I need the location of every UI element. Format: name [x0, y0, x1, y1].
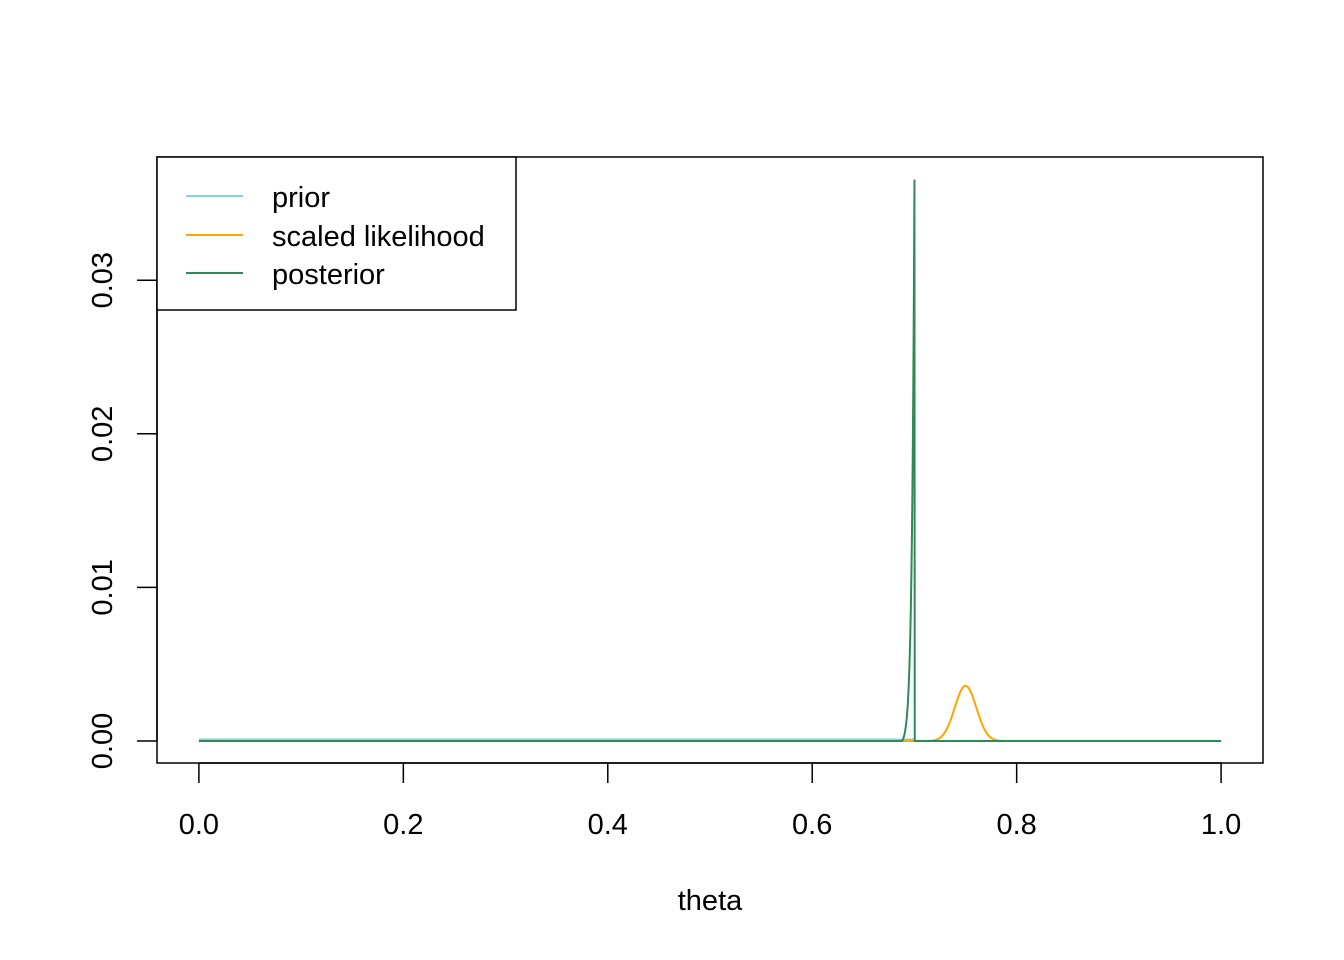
x-tick-label: 0.4 [588, 809, 628, 841]
series-line-posterior [198, 179, 1222, 742]
x-tick-label: 1.0 [1201, 809, 1241, 841]
y-tick-label: 0.02 [87, 406, 119, 462]
y-tick-label: 0.00 [87, 713, 119, 769]
x-tick-label: 0.8 [996, 809, 1036, 841]
legend-label-scaled-likelihood: scaled likelihood [272, 221, 485, 253]
series-line-scaled-likelihood [198, 684, 1222, 742]
legend-label-posterior: posterior [272, 259, 385, 291]
series-layer [198, 179, 1222, 742]
x-tick-label: 0.2 [383, 809, 423, 841]
x-tick-label: 0.0 [179, 809, 219, 841]
x-axis: 0.0 0.2 0.4 0.6 0.8 1.0 [179, 762, 1241, 841]
legend-label-prior: prior [272, 182, 330, 214]
legend: prior scaled likelihood posterior [156, 156, 517, 311]
y-tick-label: 0.01 [87, 559, 119, 615]
y-axis: 0.00 0.01 0.02 0.03 [87, 252, 158, 769]
x-axis-title: theta [678, 885, 743, 917]
legend-box [156, 156, 517, 311]
y-tick-label: 0.03 [87, 252, 119, 308]
x-tick-label: 0.6 [792, 809, 832, 841]
